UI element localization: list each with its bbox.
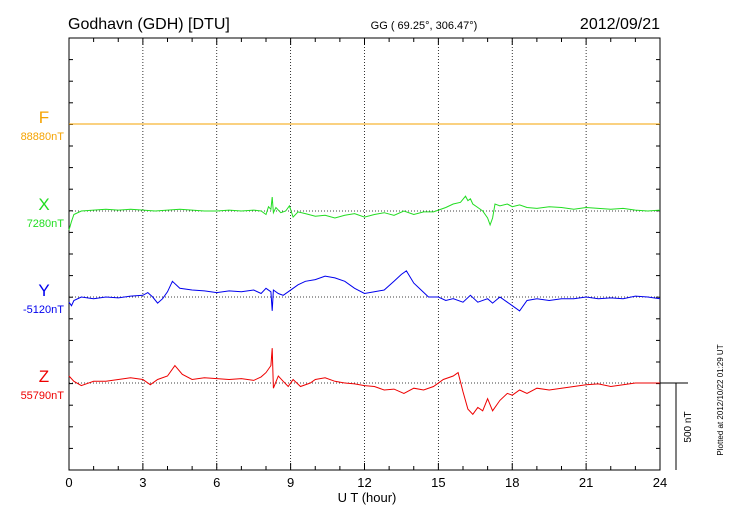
series-baseline-y: -5120nT (23, 304, 64, 316)
series-baseline-z: 55790nT (21, 390, 65, 402)
date-label: 2012/09/21 (580, 16, 660, 33)
station-title: Godhavn (GDH) [DTU] (68, 16, 230, 33)
coords-label: GG ( 69.25°, 306.47°) (371, 20, 478, 32)
series-layer: F 88880nT X 7280nT Y -5120nT Z 55790nT (21, 108, 661, 416)
series-line-x (68, 195, 661, 231)
plotted-note: Plotted at 2012/10/22 01:29 UT (716, 344, 725, 455)
grid (69, 38, 660, 470)
scale-bar: 500 nT (660, 382, 694, 470)
series-name-x: X (38, 195, 49, 214)
series-baseline-f: 88880nT (21, 131, 65, 143)
series-baseline-x: 7280nT (27, 218, 65, 230)
x-tick-label: 6 (213, 475, 220, 490)
series-line-z (68, 348, 660, 416)
x-tick-labels: 0 3 6 9 12 15 18 21 24 (65, 475, 667, 490)
series-line-y (68, 270, 661, 312)
scale-bar-label: 500 nT (683, 411, 694, 442)
x-tick-label: 9 (287, 475, 294, 490)
series-name-z: Z (39, 367, 49, 386)
x-tick-label: 18 (505, 475, 519, 490)
x-axis-label: U T (hour) (338, 490, 397, 505)
x-tick-label: 15 (431, 475, 445, 490)
x-tick-label: 3 (139, 475, 146, 490)
axis-ticks (68, 38, 661, 470)
series-name-y: Y (38, 281, 49, 300)
series-name-f: F (39, 108, 49, 127)
x-tick-label: 24 (653, 475, 667, 490)
x-tick-label: 21 (579, 475, 593, 490)
x-tick-label: 12 (357, 475, 371, 490)
x-tick-label: 0 (65, 475, 72, 490)
